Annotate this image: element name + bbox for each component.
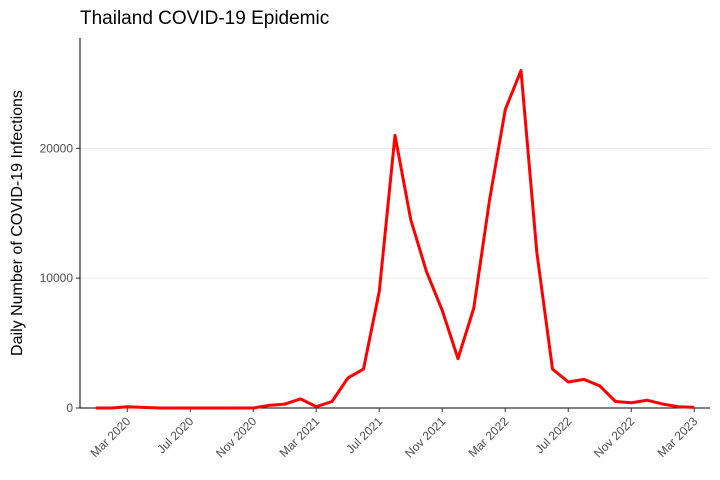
y-tick-label: 0 [66, 401, 73, 415]
chart-title: Thailand COVID-19 Epidemic [80, 8, 329, 29]
y-tick-label: 10000 [40, 271, 74, 285]
y-tick-label: 20000 [40, 141, 74, 155]
x-tick-label: Mar 2021 [277, 414, 323, 460]
y-axis-label: Daily Number of COVID-19 Infections [9, 90, 26, 356]
series-line [95, 69, 695, 410]
x-tick-label: Nov 2020 [213, 414, 259, 460]
x-tick-label: Jul 2022 [532, 414, 574, 456]
x-tick-label: Jul 2020 [154, 414, 196, 456]
x-tick-label: Nov 2021 [402, 414, 448, 460]
x-tick-label: Mar 2020 [88, 414, 134, 460]
x-tick-label: Nov 2022 [591, 414, 637, 460]
x-tick-label: Mar 2022 [466, 414, 512, 460]
x-tick-label: Mar 2023 [655, 414, 701, 460]
x-tick-label: Jul 2021 [343, 414, 385, 456]
